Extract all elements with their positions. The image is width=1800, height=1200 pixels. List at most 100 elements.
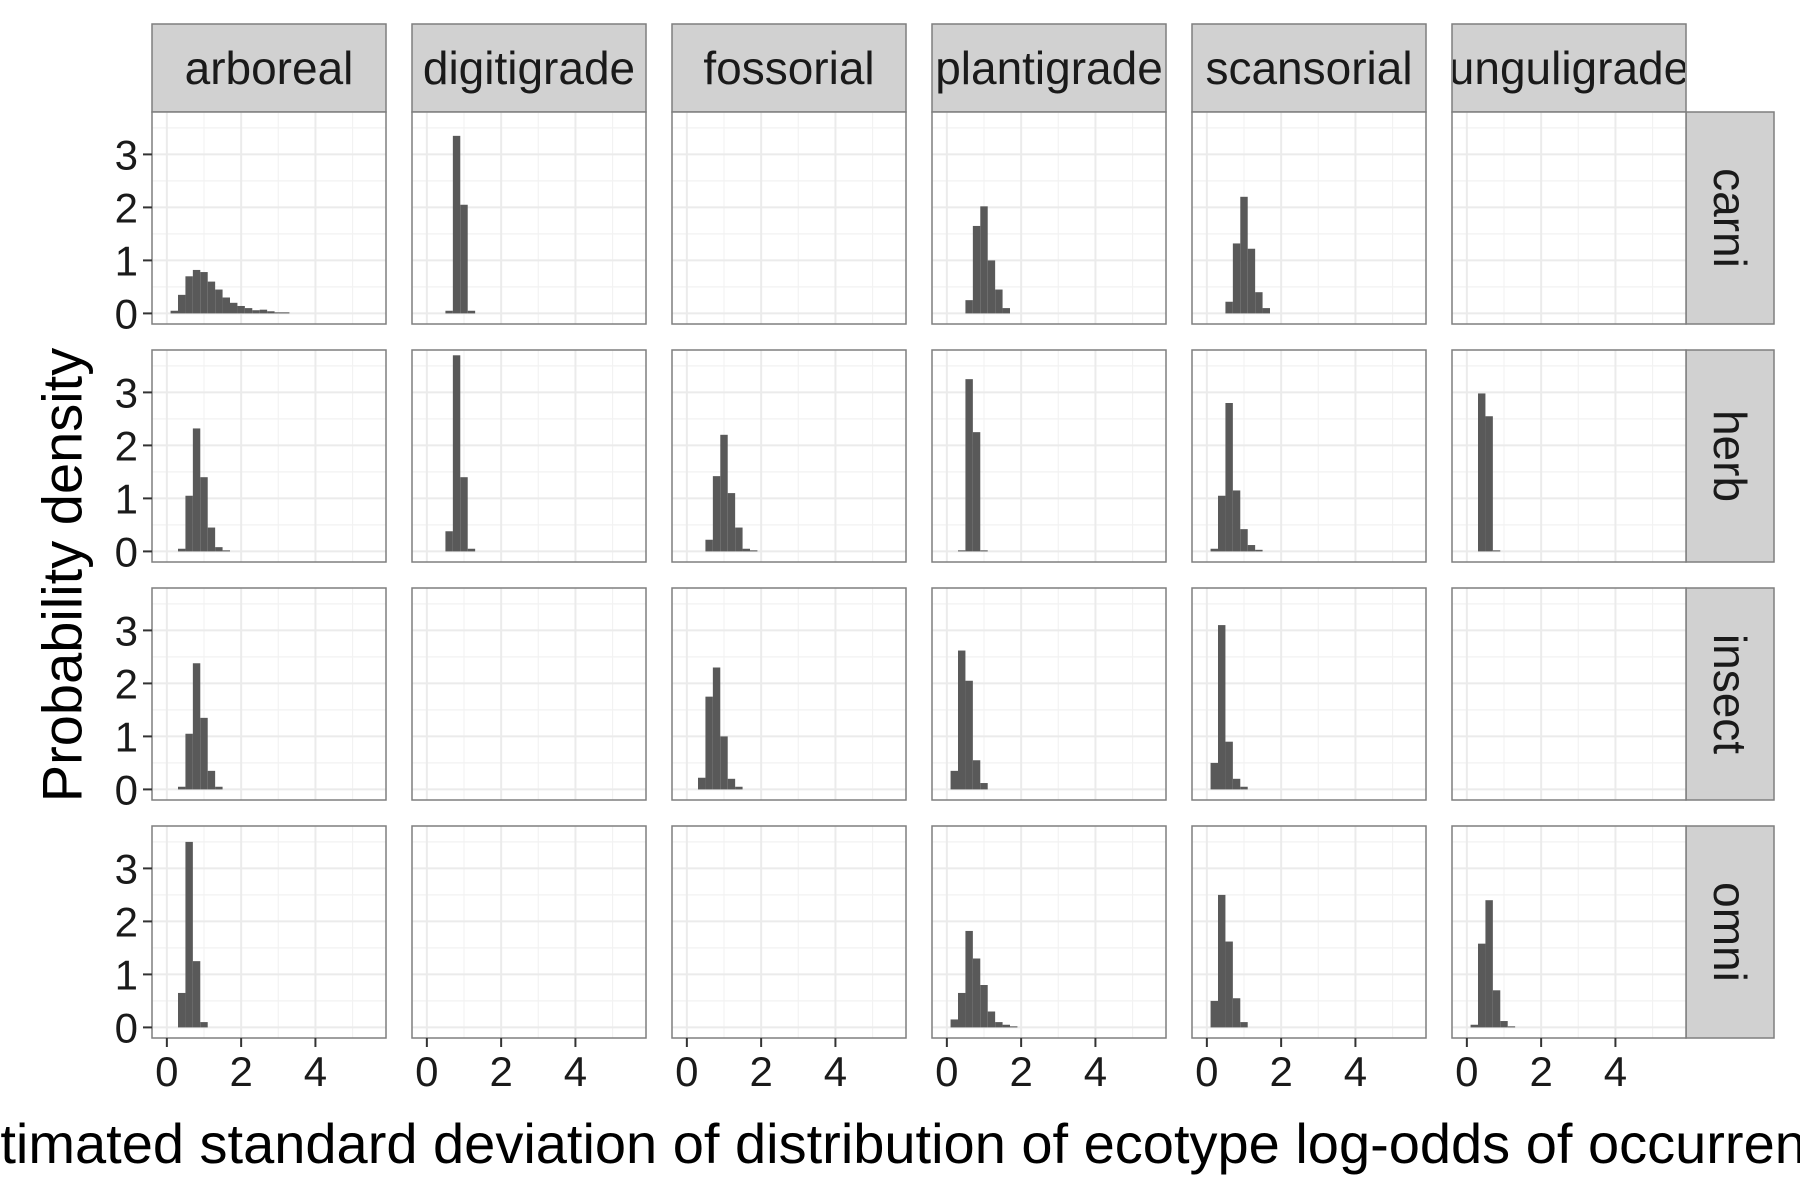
- histogram-bar: [1240, 786, 1248, 790]
- histogram-bar: [185, 733, 193, 790]
- panel-insect-digitigrade: [411, 587, 647, 801]
- panel-border: [1451, 349, 1687, 563]
- histogram-bar: [1255, 549, 1263, 552]
- column-strip-background: [671, 23, 907, 113]
- histogram-bar: [958, 992, 966, 1028]
- panel-herb-digitigrade: [411, 349, 647, 563]
- column-strip: plantigrade: [931, 23, 1167, 113]
- histogram-bar: [178, 294, 186, 314]
- panel-border: [411, 587, 647, 801]
- histogram-bar: [230, 302, 238, 314]
- column-strip: arboreal: [151, 23, 387, 113]
- histogram-bar: [965, 300, 973, 314]
- histogram-bar: [1218, 894, 1226, 1028]
- histogram-bar: [720, 736, 728, 790]
- histogram-bar: [972, 225, 981, 314]
- panel-herb-scansorial: [1191, 349, 1427, 563]
- histogram-bar: [237, 305, 245, 314]
- panels-layer: arboreal digitigrade fossorial plantigrade s…: [115, 23, 1775, 1095]
- histogram-bar: [705, 696, 713, 790]
- panel-carni-unguligrade: [1451, 111, 1687, 325]
- histogram-bar: [1255, 292, 1263, 314]
- histogram-bar: [980, 550, 988, 552]
- row-strip-background: [1685, 825, 1775, 1039]
- panel-omni-arboreal: [151, 825, 387, 1039]
- histogram-bar: [1210, 762, 1218, 790]
- column-strip-label: fossorial: [703, 42, 874, 94]
- column-strip: unguligrade: [1449, 23, 1689, 113]
- histogram-bar: [207, 527, 216, 552]
- column-strip-label: unguligrade: [1449, 42, 1689, 94]
- x-tick-label: 0: [935, 1048, 958, 1095]
- histogram-bar: [207, 770, 216, 790]
- y-tick-label: 3: [115, 369, 138, 416]
- histogram-bar: [185, 841, 193, 1028]
- panel-border: [151, 111, 387, 325]
- histogram-bar: [742, 548, 750, 552]
- x-tick-label: 2: [1529, 1048, 1552, 1095]
- x-tick-label: 4: [824, 1048, 847, 1095]
- histogram-bar: [178, 992, 186, 1028]
- y-tick-label: 1: [115, 237, 138, 284]
- histogram-bar: [215, 786, 223, 790]
- row-strip-label: carni: [1704, 168, 1756, 268]
- x-tick-label: 2: [229, 1048, 252, 1095]
- histogram-bar: [244, 308, 253, 314]
- histogram-bar: [1492, 990, 1501, 1028]
- y-axis-title: Probability density: [31, 348, 94, 802]
- histogram-bar: [735, 527, 743, 552]
- histogram-bar: [1225, 403, 1233, 552]
- panel-carni-arboreal: [151, 111, 387, 325]
- panel-border: [1451, 825, 1687, 1039]
- histogram-bar: [950, 770, 958, 790]
- histogram-bar: [222, 550, 230, 552]
- x-tick-label: 4: [304, 1048, 327, 1095]
- histogram-bar: [1010, 1026, 1018, 1028]
- histogram-bar: [965, 930, 973, 1028]
- y-tick-label: 2: [115, 898, 138, 945]
- panel-border: [1191, 349, 1427, 563]
- histogram-bar: [1218, 625, 1226, 790]
- histogram-bar: [1002, 308, 1010, 314]
- x-tick-label: 0: [675, 1048, 698, 1095]
- panel-border: [1191, 825, 1427, 1039]
- histogram-bar: [995, 1022, 1003, 1028]
- x-tick-label: 0: [415, 1048, 438, 1095]
- x-axis-title: Estimated standard deviation of distribu…: [0, 1112, 1800, 1175]
- panel-border: [1451, 587, 1687, 801]
- panel-background: [412, 588, 646, 800]
- panel-background: [672, 350, 906, 562]
- histogram-bar: [1485, 900, 1493, 1028]
- row-strip-label: insect: [1704, 634, 1756, 754]
- x-tick-label: 0: [1195, 1048, 1218, 1095]
- panel-border: [151, 825, 387, 1039]
- histogram-bar: [252, 310, 260, 314]
- labels-layer: Estimated standard deviation of distribu…: [0, 348, 1800, 1175]
- histogram-bar: [1225, 301, 1233, 314]
- histogram-bar: [192, 428, 201, 552]
- y-tick-label: 3: [115, 607, 138, 654]
- histogram-bar: [972, 958, 981, 1028]
- histogram-bar: [452, 355, 461, 552]
- column-strip-background: [1451, 23, 1687, 113]
- histogram-bar: [1240, 529, 1248, 552]
- histogram-bar: [200, 477, 208, 552]
- panel-omni-fossorial: [671, 825, 907, 1039]
- x-tick-label: 2: [489, 1048, 512, 1095]
- panel-herb-unguligrade: [1451, 349, 1687, 563]
- panel-border: [931, 349, 1167, 563]
- panel-herb-arboreal: [151, 349, 387, 563]
- row-strip-background: [1685, 111, 1775, 325]
- panel-background: [672, 826, 906, 1038]
- column-strip: digitigrade: [411, 23, 647, 113]
- histogram-bar: [192, 269, 201, 314]
- panel-background: [932, 112, 1166, 324]
- row-strip: insect: [1685, 587, 1775, 801]
- panel-carni-digitigrade: [411, 111, 647, 325]
- column-strip-label: plantigrade: [935, 42, 1163, 94]
- histogram-bar: [1478, 943, 1486, 1028]
- histogram-bar: [192, 961, 201, 1028]
- histogram-bar: [1507, 1026, 1516, 1028]
- panel-background: [412, 350, 646, 562]
- panel-border: [671, 825, 907, 1039]
